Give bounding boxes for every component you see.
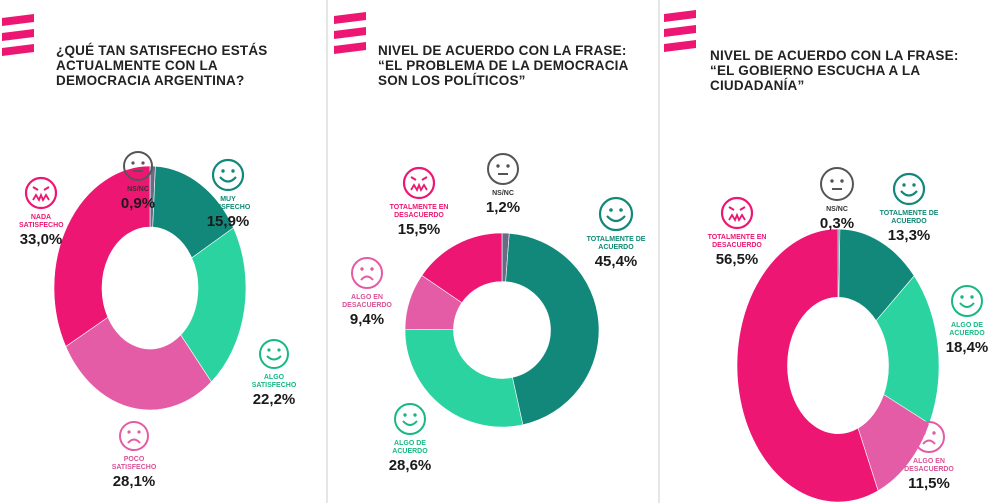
category-label: TOTALMENTE DE ACUERDO xyxy=(586,236,646,251)
donut-chart-3 xyxy=(736,228,940,503)
label-totalmente-de-acuerdo: TOTALMENTE DE ACUERDO 13,3% xyxy=(876,172,942,244)
chart-title: NIVEL DE ACUERDO CON LA FRASE: “EL PROBL… xyxy=(378,43,629,88)
donut-slice-poco-satisfecho xyxy=(65,316,212,411)
neutral-face-icon xyxy=(123,151,153,181)
donut-slice-totalmente-de-acuerdo xyxy=(505,232,600,426)
label-algo-satisfecho: ALGO SATISFECHO 22,2% xyxy=(240,338,308,408)
label-nsnc: NS/NC 1,2% xyxy=(474,152,532,216)
label-totalmente-en-desacuerdo: TOTALMENTE EN DESACUERDO 56,5% xyxy=(696,196,778,268)
sad-face-icon xyxy=(351,257,383,289)
category-label: ALGO SATISFECHO xyxy=(251,374,297,389)
category-label: TOTALMENTE DE ACUERDO xyxy=(879,210,939,225)
donut-chart-2 xyxy=(404,232,600,428)
sad-face-icon xyxy=(119,421,149,451)
happy-face-icon xyxy=(598,196,634,232)
donut-slice-algo-de-acuerdo xyxy=(875,275,940,425)
percent-label: 0,9% xyxy=(120,195,156,212)
category-label: ALGO DE ACUERDO xyxy=(949,322,985,337)
percent-label: 18,4% xyxy=(945,339,989,356)
percent-label: 15,9% xyxy=(206,213,250,230)
percent-label: 28,6% xyxy=(388,457,432,474)
percent-label: 0,3% xyxy=(819,215,855,232)
category-label: TOTALMENTE EN DESACUERDO xyxy=(707,234,767,249)
percent-label: 1,2% xyxy=(485,199,521,216)
donut-slice-nada-satisfecho xyxy=(53,165,151,348)
percent-label: 28,1% xyxy=(112,473,156,490)
percent-label: 22,2% xyxy=(252,391,296,408)
percent-label: 56,5% xyxy=(715,251,759,268)
donut-chart-1 xyxy=(53,165,247,411)
angry-face-icon xyxy=(402,166,436,200)
smile-face-icon xyxy=(259,339,289,369)
angry-face-icon xyxy=(24,176,58,210)
chart-title: NIVEL DE ACUERDO CON LA FRASE: “EL GOBIE… xyxy=(710,48,959,93)
label-nsnc: NS/NC 0,3% xyxy=(808,166,866,232)
category-label: TOTALMENTE EN DESACUERDO xyxy=(389,204,449,219)
neutral-face-icon xyxy=(487,153,519,185)
donut-slice-totalmente-en-desacuerdo xyxy=(736,228,879,503)
category-label: NS/NC xyxy=(492,190,514,197)
brand-stripes-logo xyxy=(334,12,366,54)
label-algo-de-acuerdo: ALGO DE ACUERDO 28,6% xyxy=(378,402,442,474)
chart-panel-3: NIVEL DE ACUERDO CON LA FRASE: “EL GOBIE… xyxy=(660,0,1000,503)
category-label: NADA SATISFECHO xyxy=(19,214,64,229)
category-label: ALGO EN DESACUERDO xyxy=(904,458,954,473)
brand-stripes-logo xyxy=(664,10,696,52)
donut-slice-algo-de-acuerdo xyxy=(404,328,524,428)
label-algo-en-desacuerdo: ALGO EN DESACUERDO 11,5% xyxy=(896,420,962,492)
neutral-face-icon xyxy=(820,167,854,201)
chart-title: ¿QUÉ TAN SATISFECHO ESTÁS ACTUALMENTE CO… xyxy=(56,43,268,88)
percent-label: 15,5% xyxy=(397,221,441,238)
label-muy-satisfecho: MUY SATISFECHO 15,9% xyxy=(190,158,266,230)
chart-panel-1: ¿QUÉ TAN SATISFECHO ESTÁS ACTUALMENTE CO… xyxy=(0,0,328,503)
happy-face-icon xyxy=(892,172,926,206)
donut-slice-algo-satisfecho xyxy=(180,227,247,383)
angry-face-icon xyxy=(720,196,754,230)
label-totalmente-de-acuerdo: TOTALMENTE DE ACUERDO 45,4% xyxy=(582,196,650,270)
label-algo-de-acuerdo: ALGO DE ACUERDO 18,4% xyxy=(936,284,998,356)
category-label: ALGO EN DESACUERDO xyxy=(342,294,392,309)
category-label: POCO SATISFECHO xyxy=(111,456,157,471)
category-label: MUY SATISFECHO xyxy=(205,196,251,211)
sad-face-icon xyxy=(913,421,945,453)
label-poco-satisfecho: POCO SATISFECHO 28,1% xyxy=(102,420,166,490)
category-label: NS/NC xyxy=(826,206,848,213)
smile-face-icon xyxy=(951,285,983,317)
percent-label: 11,5% xyxy=(908,475,950,492)
chart-panel-2: NIVEL DE ACUERDO CON LA FRASE: “EL PROBL… xyxy=(328,0,660,503)
smile-face-icon xyxy=(394,403,426,435)
percent-label: 45,4% xyxy=(594,253,638,270)
percent-label: 13,3% xyxy=(887,227,931,244)
percent-label: 9,4% xyxy=(349,311,385,328)
label-totalmente-en-desacuerdo: TOTALMENTE EN DESACUERDO 15,5% xyxy=(378,166,460,238)
donut-slice-totalmente-en-desacuerdo xyxy=(421,232,503,304)
label-nada-satisfecho: NADA SATISFECHO 33,0% xyxy=(10,176,72,248)
category-label: NS/NC xyxy=(127,186,149,193)
category-label: ALGO DE ACUERDO xyxy=(392,440,428,455)
brand-stripes-logo xyxy=(2,14,34,56)
label-nsnc: NS/NC 0,9% xyxy=(108,150,168,212)
happy-face-icon xyxy=(211,158,245,192)
percent-label: 33,0% xyxy=(19,231,63,248)
label-algo-en-desacuerdo: ALGO EN DESACUERDO 9,4% xyxy=(336,256,398,328)
